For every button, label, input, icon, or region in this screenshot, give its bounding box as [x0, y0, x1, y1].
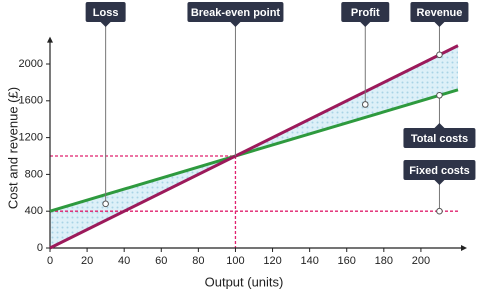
x-tick-label: 160 [338, 255, 356, 267]
axis-arrow [461, 245, 467, 251]
callout-marker [436, 51, 443, 59]
y-tick-label: 800 [25, 168, 43, 180]
callout-box [341, 2, 390, 22]
callout-box [85, 2, 126, 22]
series-line [49, 44, 459, 250]
x-tick-label: 120 [263, 255, 281, 267]
y-tick-label: 2000 [19, 58, 43, 70]
x-tick-label: 100 [226, 255, 244, 267]
callout-pointer [230, 22, 241, 27]
callout-marker [361, 101, 369, 108]
callout-marker [436, 207, 443, 215]
callout-label: Total costs [411, 133, 468, 145]
x-tick-label: 200 [412, 255, 430, 267]
x-axis-label: Output (units) [205, 274, 284, 289]
callout-pointer [434, 22, 445, 27]
axis-arrow [47, 36, 53, 43]
x-tick-label: 140 [300, 255, 318, 267]
callout-label: Revenue [417, 7, 463, 19]
callout-pointer [100, 22, 111, 27]
series-line [49, 88, 459, 213]
y-axis-label: Cost and revenue (£) [5, 87, 20, 209]
x-tick-label: 0 [47, 255, 53, 267]
x-tick-label: 80 [192, 255, 204, 267]
callout-pointer [434, 123, 445, 128]
x-tick-label: 40 [118, 255, 130, 267]
callout-pointer [360, 22, 371, 27]
y-tick-label: 0 [37, 242, 43, 254]
y-tick-label: 1600 [19, 95, 43, 107]
callout-box [403, 160, 476, 180]
callout-label: Break-even point [191, 7, 281, 19]
x-tick-label: 60 [155, 255, 167, 267]
y-tick-label: 1200 [19, 132, 43, 144]
x-tick-label: 180 [375, 255, 393, 267]
callout-box [403, 128, 476, 148]
y-tick-label: 400 [25, 205, 43, 217]
callout-box [410, 2, 469, 22]
callout-label: Loss [93, 7, 119, 19]
callout-label: Fixed costs [409, 165, 470, 177]
callout-label: Profit [351, 7, 380, 19]
callout-marker [102, 200, 109, 208]
callout-pointer [434, 180, 445, 185]
callout-box [187, 2, 284, 22]
callout-marker [436, 91, 443, 99]
x-tick-label: 20 [81, 255, 93, 267]
